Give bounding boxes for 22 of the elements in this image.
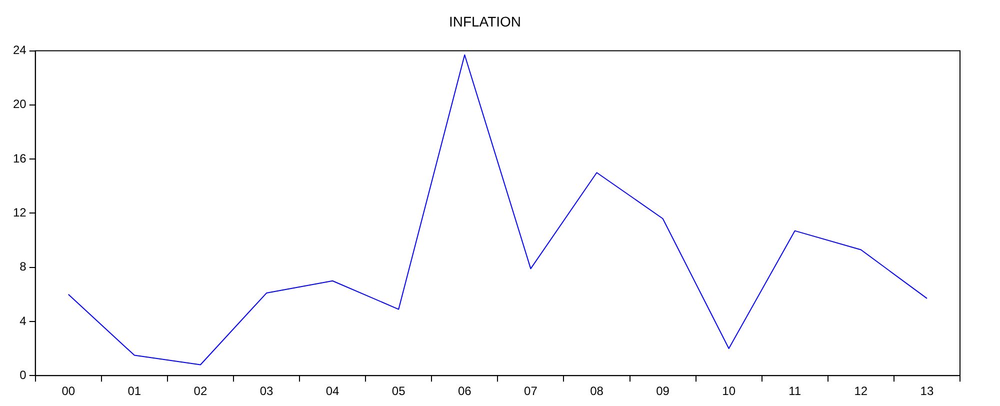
x-tick-label: 03 <box>260 384 274 398</box>
x-tick-label: 13 <box>920 384 934 398</box>
y-tick-label: 16 <box>12 151 27 166</box>
x-tick-label: 06 <box>458 384 472 398</box>
x-tick-label: 12 <box>854 384 868 398</box>
y-tick-label: 4 <box>20 314 27 328</box>
x-tick-label: 05 <box>392 384 406 398</box>
y-tick-label: 0 <box>20 368 27 382</box>
x-tick-label: 04 <box>326 384 340 398</box>
x-tick-label: 02 <box>194 384 208 398</box>
y-tick-label: 20 <box>12 97 27 112</box>
x-tick-label: 11 <box>788 384 802 398</box>
x-tick-label: 01 <box>128 384 142 398</box>
y-tick-label: 24 <box>12 43 27 58</box>
y-tick-label: 8 <box>20 260 27 274</box>
chart-title: INFLATION <box>448 13 522 30</box>
x-tick-label: 07 <box>524 384 538 398</box>
x-tick-label: 09 <box>656 384 670 398</box>
x-tick-label: 10 <box>722 384 736 398</box>
x-tick-label: 00 <box>62 384 76 398</box>
y-tick-label: 12 <box>12 206 27 220</box>
x-tick-label: 08 <box>590 384 604 398</box>
